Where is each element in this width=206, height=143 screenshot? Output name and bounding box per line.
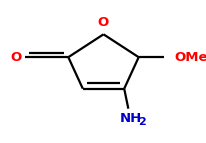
Text: NH: NH	[119, 112, 142, 125]
Text: O: O	[97, 16, 109, 29]
Text: 2: 2	[137, 117, 145, 127]
Text: OMe: OMe	[173, 51, 206, 64]
Text: O: O	[11, 51, 22, 64]
